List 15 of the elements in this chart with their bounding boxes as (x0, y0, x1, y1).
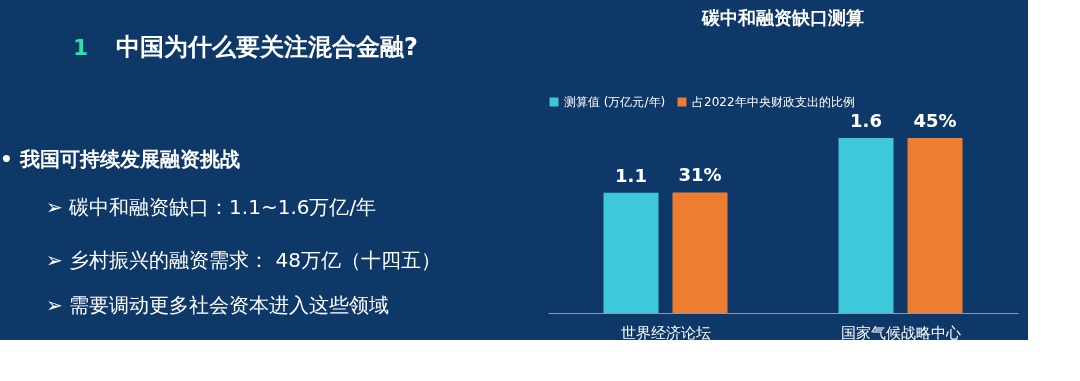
x-tick-label: 世界经济论坛 (620, 323, 711, 342)
text: 中国为什么要关注混合金融? (116, 33, 418, 61)
x-tick-label: 国家气候战略中心 (840, 323, 961, 342)
data-label: 1.1 (615, 164, 647, 186)
text: ➢ 需要调动更多社会资本进入这些领域 (46, 293, 390, 317)
data-label: 31% (678, 164, 722, 186)
data-label: 1.6 (850, 110, 882, 131)
data-label: 45% (913, 110, 957, 131)
text: ➢ 乡村振兴的融资需求： 48万亿（十四五） (46, 248, 441, 272)
text: • 我国可持续发展融资挑战 (0, 147, 240, 171)
chart-title: 碳中和融资缺口测算 (701, 7, 864, 28)
legend-label: 占2022年中央财政支出的比例 (692, 95, 855, 109)
text: 1 (73, 35, 89, 60)
text: ➢ 碳中和融资缺口：1.1~1.6万亿/年 (46, 195, 377, 219)
legend-label: 测算值 (万亿元/年) (564, 95, 666, 109)
